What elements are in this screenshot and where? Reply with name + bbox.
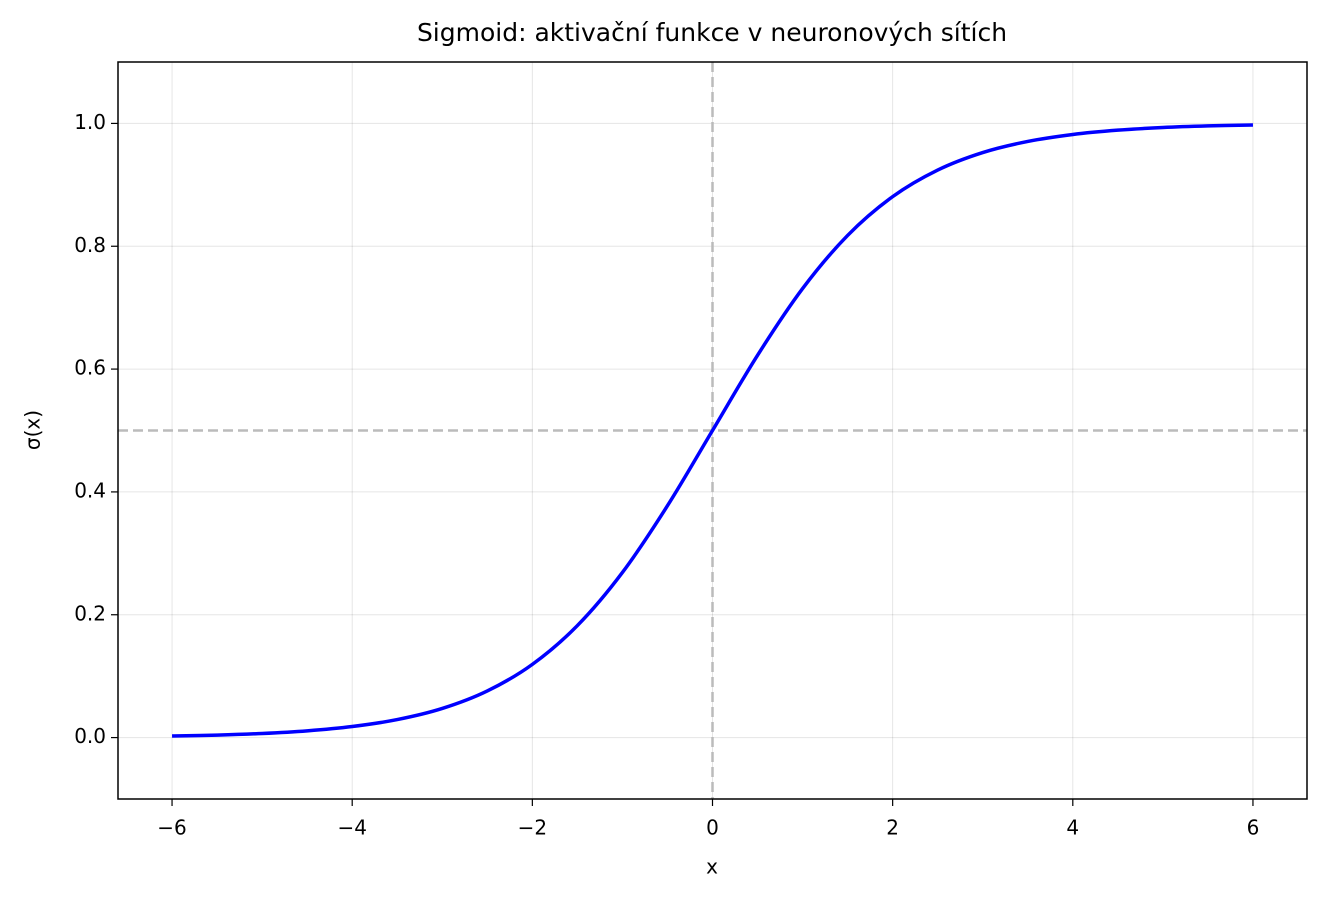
x-tick-label: 6: [1247, 816, 1260, 840]
x-tick-label: −2: [518, 816, 547, 840]
x-axis-label: x: [706, 855, 718, 879]
x-tick-label: −6: [157, 816, 186, 840]
sigmoid-line: [172, 123, 1253, 738]
y-tick-label: 1.0: [74, 110, 106, 134]
plot-frame: [117, 61, 1308, 800]
x-tick-label: 4: [1066, 816, 1079, 840]
y-tick-label: 0.4: [74, 478, 106, 502]
y-axis-label: σ(x): [21, 410, 45, 450]
x-tick-label: 2: [886, 816, 899, 840]
y-tick-label: 0.6: [74, 356, 106, 380]
chart-title: Sigmoid: aktivační funkce v neuronových …: [417, 18, 1007, 47]
y-tick-label: 0.2: [74, 601, 106, 625]
x-tick-label: 0: [706, 816, 719, 840]
x-tick-label: −4: [337, 816, 366, 840]
y-tick-label: 0.8: [74, 233, 106, 257]
y-tick-label: 0.0: [74, 724, 106, 748]
